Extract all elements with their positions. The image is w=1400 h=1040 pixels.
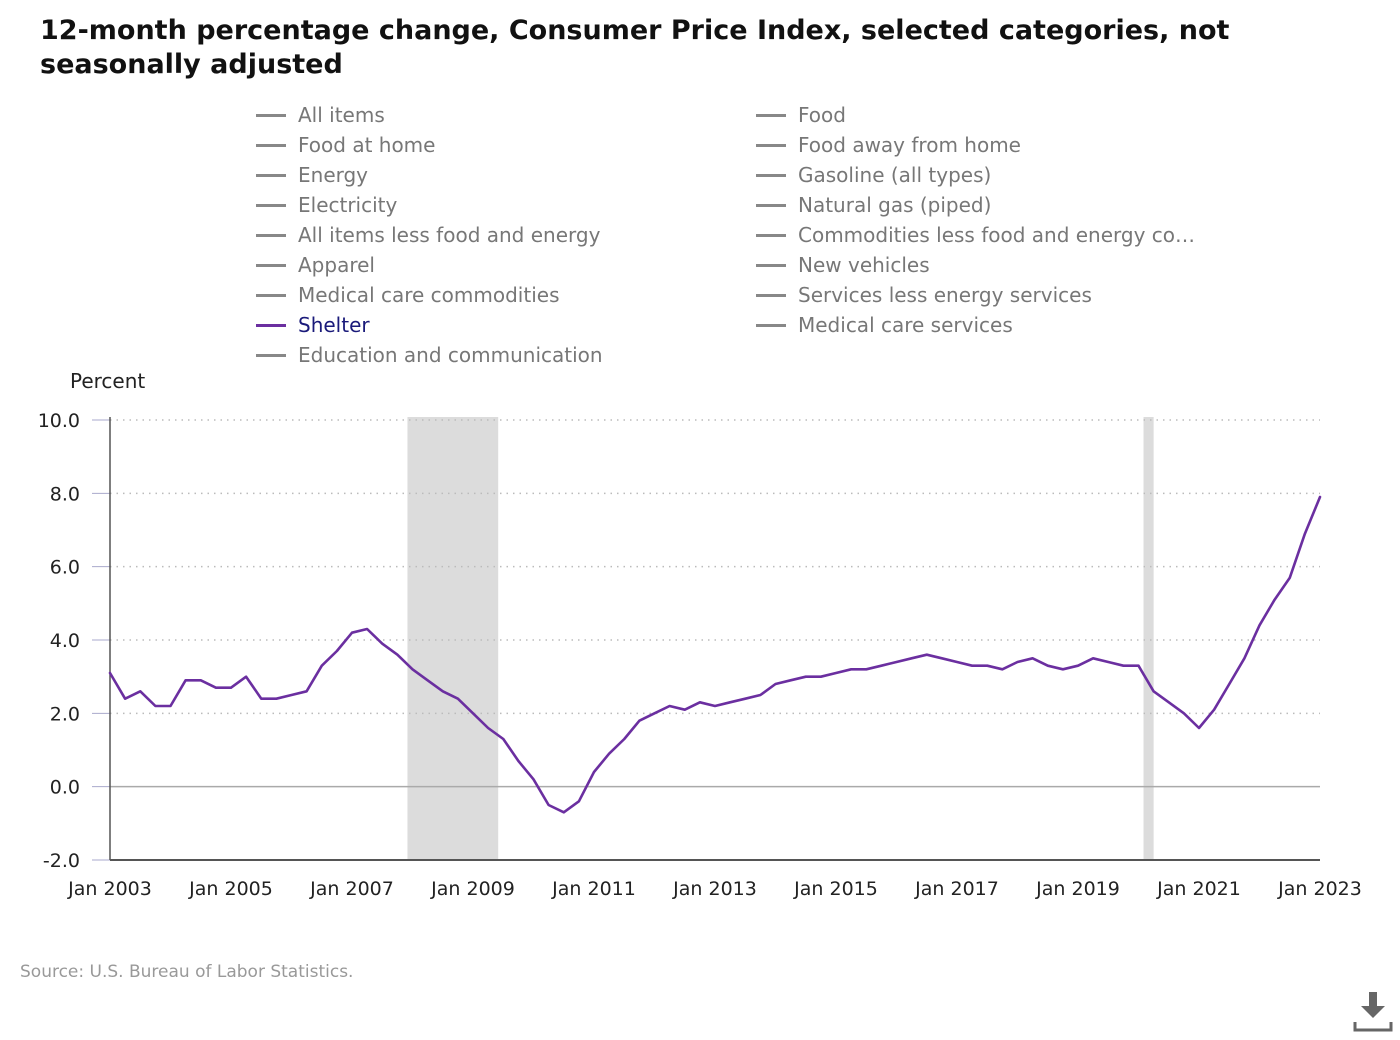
legend-item-electricity[interactable]: Electricity xyxy=(256,192,397,218)
legend-swatch xyxy=(756,323,786,327)
x-tick-label: Jan 2013 xyxy=(672,878,757,900)
x-tick-label: Jan 2007 xyxy=(309,878,394,900)
legend-item-new-vehicles[interactable]: New vehicles xyxy=(756,252,930,278)
legend-swatch xyxy=(756,143,786,147)
x-tick-label: Jan 2019 xyxy=(1035,878,1120,900)
legend-swatch xyxy=(756,113,786,117)
y-tick-label: 0.0 xyxy=(50,777,80,799)
legend-item-all-items-less-food-and-energy[interactable]: All items less food and energy xyxy=(256,222,600,248)
recession-band-2 xyxy=(1143,417,1154,860)
legend-swatch xyxy=(256,113,286,117)
legend-swatch xyxy=(756,173,786,177)
series-line-shelter xyxy=(108,495,1322,814)
legend-item-apparel[interactable]: Apparel xyxy=(256,252,375,278)
legend-item-gasoline-all-types[interactable]: Gasoline (all types) xyxy=(756,162,991,188)
legend-item-all-items[interactable]: All items xyxy=(256,102,385,128)
x-tick-label: Jan 2015 xyxy=(793,878,878,900)
line-chart: 10.0 8.0 6.0 4.0 2.0 0.0 -2.0 Percent Jan 2003 Ja… xyxy=(38,369,1362,900)
legend-item-education-and-communication[interactable]: Education and communication xyxy=(256,342,603,368)
source-note: Source: U.S. Bureau of Labor Statistics. xyxy=(20,962,354,982)
legend-swatch xyxy=(256,293,286,297)
legend-item-energy[interactable]: Energy xyxy=(256,162,368,188)
x-tick-label: Jan 2009 xyxy=(430,878,515,900)
x-tick-label: Jan 2005 xyxy=(188,878,273,900)
legend-item-natural-gas-piped[interactable]: Natural gas (piped) xyxy=(756,192,991,218)
legend-item-services-less-energy-services[interactable]: Services less energy services xyxy=(756,282,1092,308)
legend-swatch xyxy=(256,173,286,177)
x-tick-label: Jan 2021 xyxy=(1156,878,1241,900)
x-tick-label: Jan 2003 xyxy=(67,878,152,900)
legend-swatch xyxy=(756,263,786,267)
legend-swatch xyxy=(256,233,286,237)
recession-bands xyxy=(407,417,1154,860)
legend-item-medical-care-commodities[interactable]: Medical care commodities xyxy=(256,282,559,308)
chart-title: 12-month percentage change, Consumer Pri… xyxy=(40,15,1230,80)
legend-swatch xyxy=(756,203,786,207)
recession-band-1 xyxy=(407,417,499,860)
legend-swatch xyxy=(256,203,286,207)
legend-item-shelter[interactable]: Shelter xyxy=(256,312,370,338)
legend-item-commodities-less-food-and-energy-com[interactable]: Commodities less food and energy com… xyxy=(756,222,1198,248)
y-tick-label: 10.0 xyxy=(38,410,80,432)
legend-swatch xyxy=(256,353,286,357)
y-tick-label: -2.0 xyxy=(43,850,80,872)
y-tick-label: 8.0 xyxy=(50,483,80,505)
y-axis-title: Percent xyxy=(70,369,145,393)
gridlines xyxy=(92,419,1320,861)
legend-item-medical-care-services[interactable]: Medical care services xyxy=(756,312,1013,338)
y-tick-label: 4.0 xyxy=(50,630,80,652)
legend-item-food-at-home[interactable]: Food at home xyxy=(256,132,435,158)
legend-item-food[interactable]: Food xyxy=(756,102,846,128)
series-layer xyxy=(108,495,1322,814)
legend-swatch xyxy=(256,143,286,147)
legend-item-food-away-from-home[interactable]: Food away from home xyxy=(756,132,1021,158)
legend-swatch xyxy=(756,233,786,237)
legend-swatch xyxy=(256,323,286,327)
y-tick-label: 6.0 xyxy=(50,557,80,579)
axes xyxy=(109,417,1320,861)
download-button[interactable] xyxy=(1352,990,1394,1034)
x-tick-label: Jan 2023 xyxy=(1277,878,1362,900)
axis-labels: 10.0 8.0 6.0 4.0 2.0 0.0 -2.0 Percent Jan 2003 Ja… xyxy=(38,369,1362,900)
x-tick-label: Jan 2011 xyxy=(551,878,636,900)
y-tick-label: 2.0 xyxy=(50,703,80,725)
x-tick-label: Jan 2017 xyxy=(914,878,999,900)
legend-swatch xyxy=(756,293,786,297)
download-icon xyxy=(1353,992,1393,1032)
legend-swatch xyxy=(256,263,286,267)
